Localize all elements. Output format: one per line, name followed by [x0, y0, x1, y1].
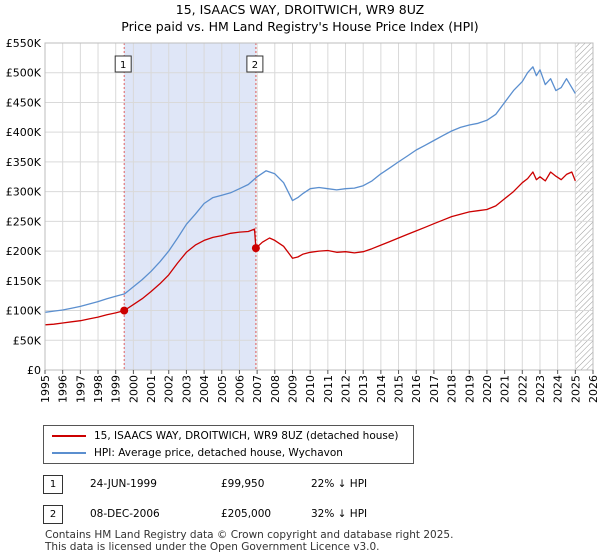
x-tick-label: 1995	[39, 375, 52, 403]
transaction-row: 2 08-DEC-2006 £205,000 32% ↓ HPI	[0, 505, 600, 527]
y-tick-label: £150K	[6, 275, 42, 288]
sale-number-label: 1	[120, 60, 126, 71]
ownership-shade	[124, 43, 256, 370]
x-tick-label: 2017	[428, 375, 441, 403]
x-tick-label: 2021	[499, 375, 512, 403]
y-tick-label: £500K	[6, 67, 42, 80]
footer-attribution: Contains HM Land Registry data © Crown c…	[45, 529, 453, 553]
sale-point	[251, 244, 260, 253]
sale-number-label: 2	[252, 60, 258, 71]
hpi-line	[44, 66, 576, 313]
x-tick-label: 2020	[481, 375, 494, 403]
x-tick-label: 2003	[180, 375, 193, 403]
chart-title-line1: 15, ISAACS WAY, DROITWICH, WR9 8UZ	[175, 2, 425, 17]
plot-frame	[44, 42, 594, 371]
x-tick-label: 2019	[463, 375, 476, 403]
x-tick-label: 2018	[446, 375, 459, 403]
x-tick-label: 2005	[216, 375, 229, 403]
x-tick-label: 2004	[198, 375, 211, 403]
x-tick-label: 1999	[110, 375, 123, 403]
transaction-hpi-diff: 22% ↓ HPI	[311, 478, 368, 490]
legend-swatch-property	[52, 435, 86, 437]
x-tick-label: 2026	[587, 375, 600, 403]
x-tick-label: 2010	[304, 375, 317, 403]
x-tick-label: 1996	[57, 375, 70, 403]
x-tick-label: 1998	[92, 375, 105, 403]
legend-item-property: 15, ISAACS WAY, DROITWICH, WR9 8UZ (deta…	[52, 428, 398, 444]
x-tick-label: 2024	[552, 375, 565, 403]
x-tick-label: 2015	[393, 375, 406, 403]
transaction-row: 1 24-JUN-1999 £99,950 22% ↓ HPI	[0, 475, 600, 497]
x-tick-label: 2012	[340, 375, 353, 403]
x-tick-label: 2016	[410, 375, 423, 403]
x-tick-label: 2007	[251, 375, 264, 403]
y-tick-label: £50K	[13, 334, 42, 347]
x-tick-label: 2011	[322, 375, 335, 403]
legend-item-hpi: HPI: Average price, detached house, Wych…	[52, 445, 343, 461]
legend: 15, ISAACS WAY, DROITWICH, WR9 8UZ (deta…	[43, 425, 414, 464]
y-tick-label: £300K	[6, 186, 42, 199]
y-tick-label: £450K	[6, 96, 42, 109]
property-price-line	[44, 171, 576, 326]
y-tick-label: £0	[27, 364, 41, 377]
transaction-number-badge: 2	[43, 505, 63, 524]
transaction-date: 08-DEC-2006	[90, 508, 160, 520]
transaction-number-badge: 1	[43, 475, 63, 494]
x-tick-label: 2025	[569, 375, 582, 403]
x-tick-label: 2001	[145, 375, 158, 403]
transaction-price: £99,950	[221, 478, 265, 490]
y-tick-label: £550K	[6, 37, 42, 50]
x-tick-label: 2022	[516, 375, 529, 403]
sale-number-box	[114, 55, 132, 73]
transaction-hpi-diff: 32% ↓ HPI	[311, 508, 368, 520]
x-tick-label: 2023	[534, 375, 547, 403]
x-tick-label: 2008	[269, 375, 282, 403]
y-tick-label: £100K	[6, 305, 42, 318]
x-tick-label: 2013	[357, 375, 370, 403]
x-tick-label: 2006	[233, 375, 246, 403]
x-tick-label: 2000	[127, 375, 140, 403]
footer-licence: This data is licensed under the Open Gov…	[45, 541, 380, 553]
price-chart: 1 2 £0 £50K £100K £150K £200K £250K £300K £350K £…	[6, 37, 600, 403]
legend-swatch-hpi	[52, 452, 86, 454]
y-tick-label: £400K	[6, 126, 42, 139]
legend-label-hpi: HPI: Average price, detached house, Wych…	[94, 447, 343, 459]
transaction-date: 24-JUN-1999	[90, 478, 157, 490]
transaction-price: £205,000	[221, 508, 272, 520]
x-tick-label: 2002	[163, 375, 176, 403]
sale-number-box	[246, 55, 264, 73]
y-tick-label: £350K	[6, 156, 42, 169]
footer-copyright: Contains HM Land Registry data © Crown c…	[45, 529, 454, 541]
sale-point	[120, 306, 129, 315]
chart-title-line2: Price paid vs. HM Land Registry's House …	[121, 19, 479, 34]
legend-label-property: 15, ISAACS WAY, DROITWICH, WR9 8UZ (deta…	[94, 430, 399, 442]
y-tick-label: £250K	[6, 215, 42, 228]
x-tick-label: 2014	[375, 375, 388, 403]
x-tick-label: 1997	[74, 375, 87, 403]
x-tick-label: 2009	[286, 375, 299, 403]
y-tick-label: £200K	[6, 245, 42, 258]
forecast-hatch	[575, 43, 593, 370]
